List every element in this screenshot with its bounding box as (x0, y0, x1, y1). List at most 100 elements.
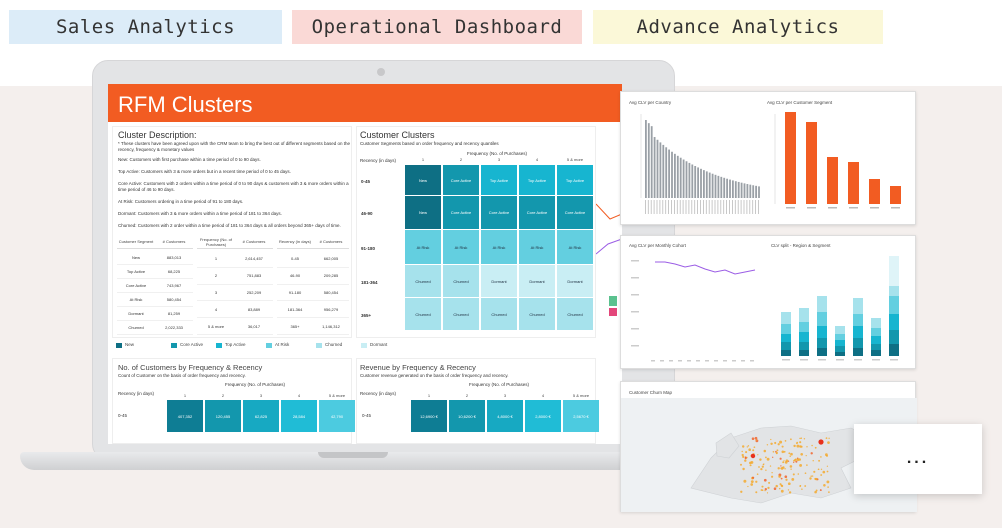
country-tick-label (674, 200, 675, 214)
churn-point (792, 473, 795, 476)
region-bar-segment (853, 326, 863, 338)
churn-point (790, 438, 792, 441)
laptop-screen: RFM Clusters Cluster Description: * Thes… (108, 84, 622, 444)
country-tick-label (668, 200, 669, 214)
recency-table-cell: 1,146,312 (313, 318, 349, 335)
churn-point (781, 450, 785, 454)
country-bar (700, 168, 702, 198)
region-bar-segment (817, 296, 827, 312)
churn-point (828, 437, 830, 439)
segment-table-cell: 81,259 (155, 307, 193, 321)
cluster-col-label: 4 (535, 157, 539, 162)
segment-bar-chart (774, 112, 901, 209)
cluster-cell: Churned (481, 298, 517, 330)
count_panel-col-label: 5 & more (328, 393, 346, 398)
description-dormant: Dormant: Customers with 3 & more orders … (118, 211, 282, 216)
segment-table-cell: New (117, 251, 155, 265)
cluster-cell: Core Active (557, 196, 593, 229)
region-stacked-bar-chart (781, 256, 899, 361)
tab-sales-analytics[interactable]: Sales Analytics (9, 10, 282, 44)
churn-point (741, 453, 744, 457)
count_panel-cell: 42,790 (319, 400, 355, 432)
churn-point (749, 464, 752, 467)
cluster-cell: Churned (557, 298, 593, 330)
country-tick-label (726, 200, 727, 214)
region-tick-label (890, 359, 898, 361)
region-bar-segment (799, 332, 809, 342)
country-tick-label (752, 200, 754, 214)
summary-tables: Customer Segment # Customers New 883,013 Top… (117, 235, 349, 335)
revenue_panel-col-label: 3 (503, 393, 507, 398)
cluster-cell: Churned (405, 265, 441, 297)
country-tick-label (691, 200, 693, 214)
region-bar-segment (835, 346, 845, 352)
cluster-cell: Core Active (519, 196, 555, 229)
country-bar-chart (640, 114, 760, 214)
legend-label: Dormant (370, 342, 388, 347)
segment-tick-label (870, 207, 879, 209)
segment-bar (827, 157, 838, 204)
count-panel-title: No. of Customers by Frequency & Recency (118, 363, 263, 372)
revenue_panel-cell: 2,5670 € (563, 400, 599, 432)
churn-point (765, 469, 767, 471)
country-bar (732, 180, 734, 198)
churn-point (804, 485, 807, 487)
segment-table-cell: Churned (117, 321, 155, 335)
churn-point (783, 450, 786, 453)
region-bar-segment (853, 298, 863, 314)
segment-table-header: Customer Segment (117, 235, 155, 249)
churn-point (766, 492, 769, 494)
country-bar (758, 186, 760, 198)
region-tick-label (800, 359, 808, 361)
churn-point (742, 467, 745, 471)
cluster-row-label: 46-90 (361, 211, 373, 216)
country-tick-label (740, 200, 742, 214)
country-bar (729, 179, 731, 198)
churn-point (789, 465, 793, 468)
churn-point (826, 465, 829, 467)
region-bar-segment (781, 324, 791, 334)
y-tick-label (631, 328, 639, 330)
recency-table-cell: 46-90 (277, 268, 313, 285)
churn-point (771, 472, 773, 474)
churn-point (765, 456, 767, 459)
legend-label: At Risk (275, 342, 290, 347)
cluster-cell: At Risk (405, 230, 441, 264)
segment-bar (806, 122, 817, 204)
revenue-panel-subtitle: Customer revenue generated on the basis … (360, 373, 509, 378)
frequency-table-cell: 2,614,457 (235, 251, 273, 268)
cluster-cell: At Risk (443, 230, 479, 264)
tab-advance-analytics[interactable]: Advance Analytics (593, 10, 883, 44)
more-options-button[interactable]: ... (854, 424, 982, 494)
tab-operational-dashboard[interactable]: Operational Dashboard (292, 10, 582, 44)
churn-point (781, 445, 784, 448)
cluster-col-label: 2 (459, 157, 463, 162)
churn-point (810, 452, 813, 455)
recency-table-cell: 181-364 (277, 301, 313, 319)
revenue_panel-col-label: 2 (465, 393, 469, 398)
frequency-table-cell: 5 & more (197, 318, 235, 335)
country-tick-label (708, 200, 710, 214)
churn-point (778, 475, 781, 478)
churn-point (775, 451, 778, 455)
frequency-table-header: Frequency (No. of Purchases) (197, 235, 235, 249)
cluster-cell: At Risk (481, 230, 517, 264)
churn-point (777, 467, 780, 470)
cluster-row-label: 0-45 (361, 178, 371, 184)
churn-point (772, 450, 775, 453)
churn-point (739, 463, 743, 466)
legend-swatch (361, 343, 367, 348)
churn-point (796, 444, 800, 448)
frequency-table-cell: 252,209 (235, 285, 273, 302)
region-bar-segment (817, 338, 827, 348)
churn-point (766, 444, 769, 446)
region-bar-segment (871, 318, 881, 328)
description-intro: * These clusters have been agreed upon w… (118, 141, 350, 152)
churn-point (804, 472, 807, 475)
churn-point (828, 491, 830, 493)
segment-table-cell: 2,022,333 (155, 321, 193, 335)
churn-point (753, 446, 756, 449)
cluster-cell: Core Active (443, 196, 479, 229)
clusters-subtitle: Customer Segments based on order frequen… (360, 141, 499, 146)
description-churned: Churned: Customers with 2 order within a… (118, 223, 341, 228)
